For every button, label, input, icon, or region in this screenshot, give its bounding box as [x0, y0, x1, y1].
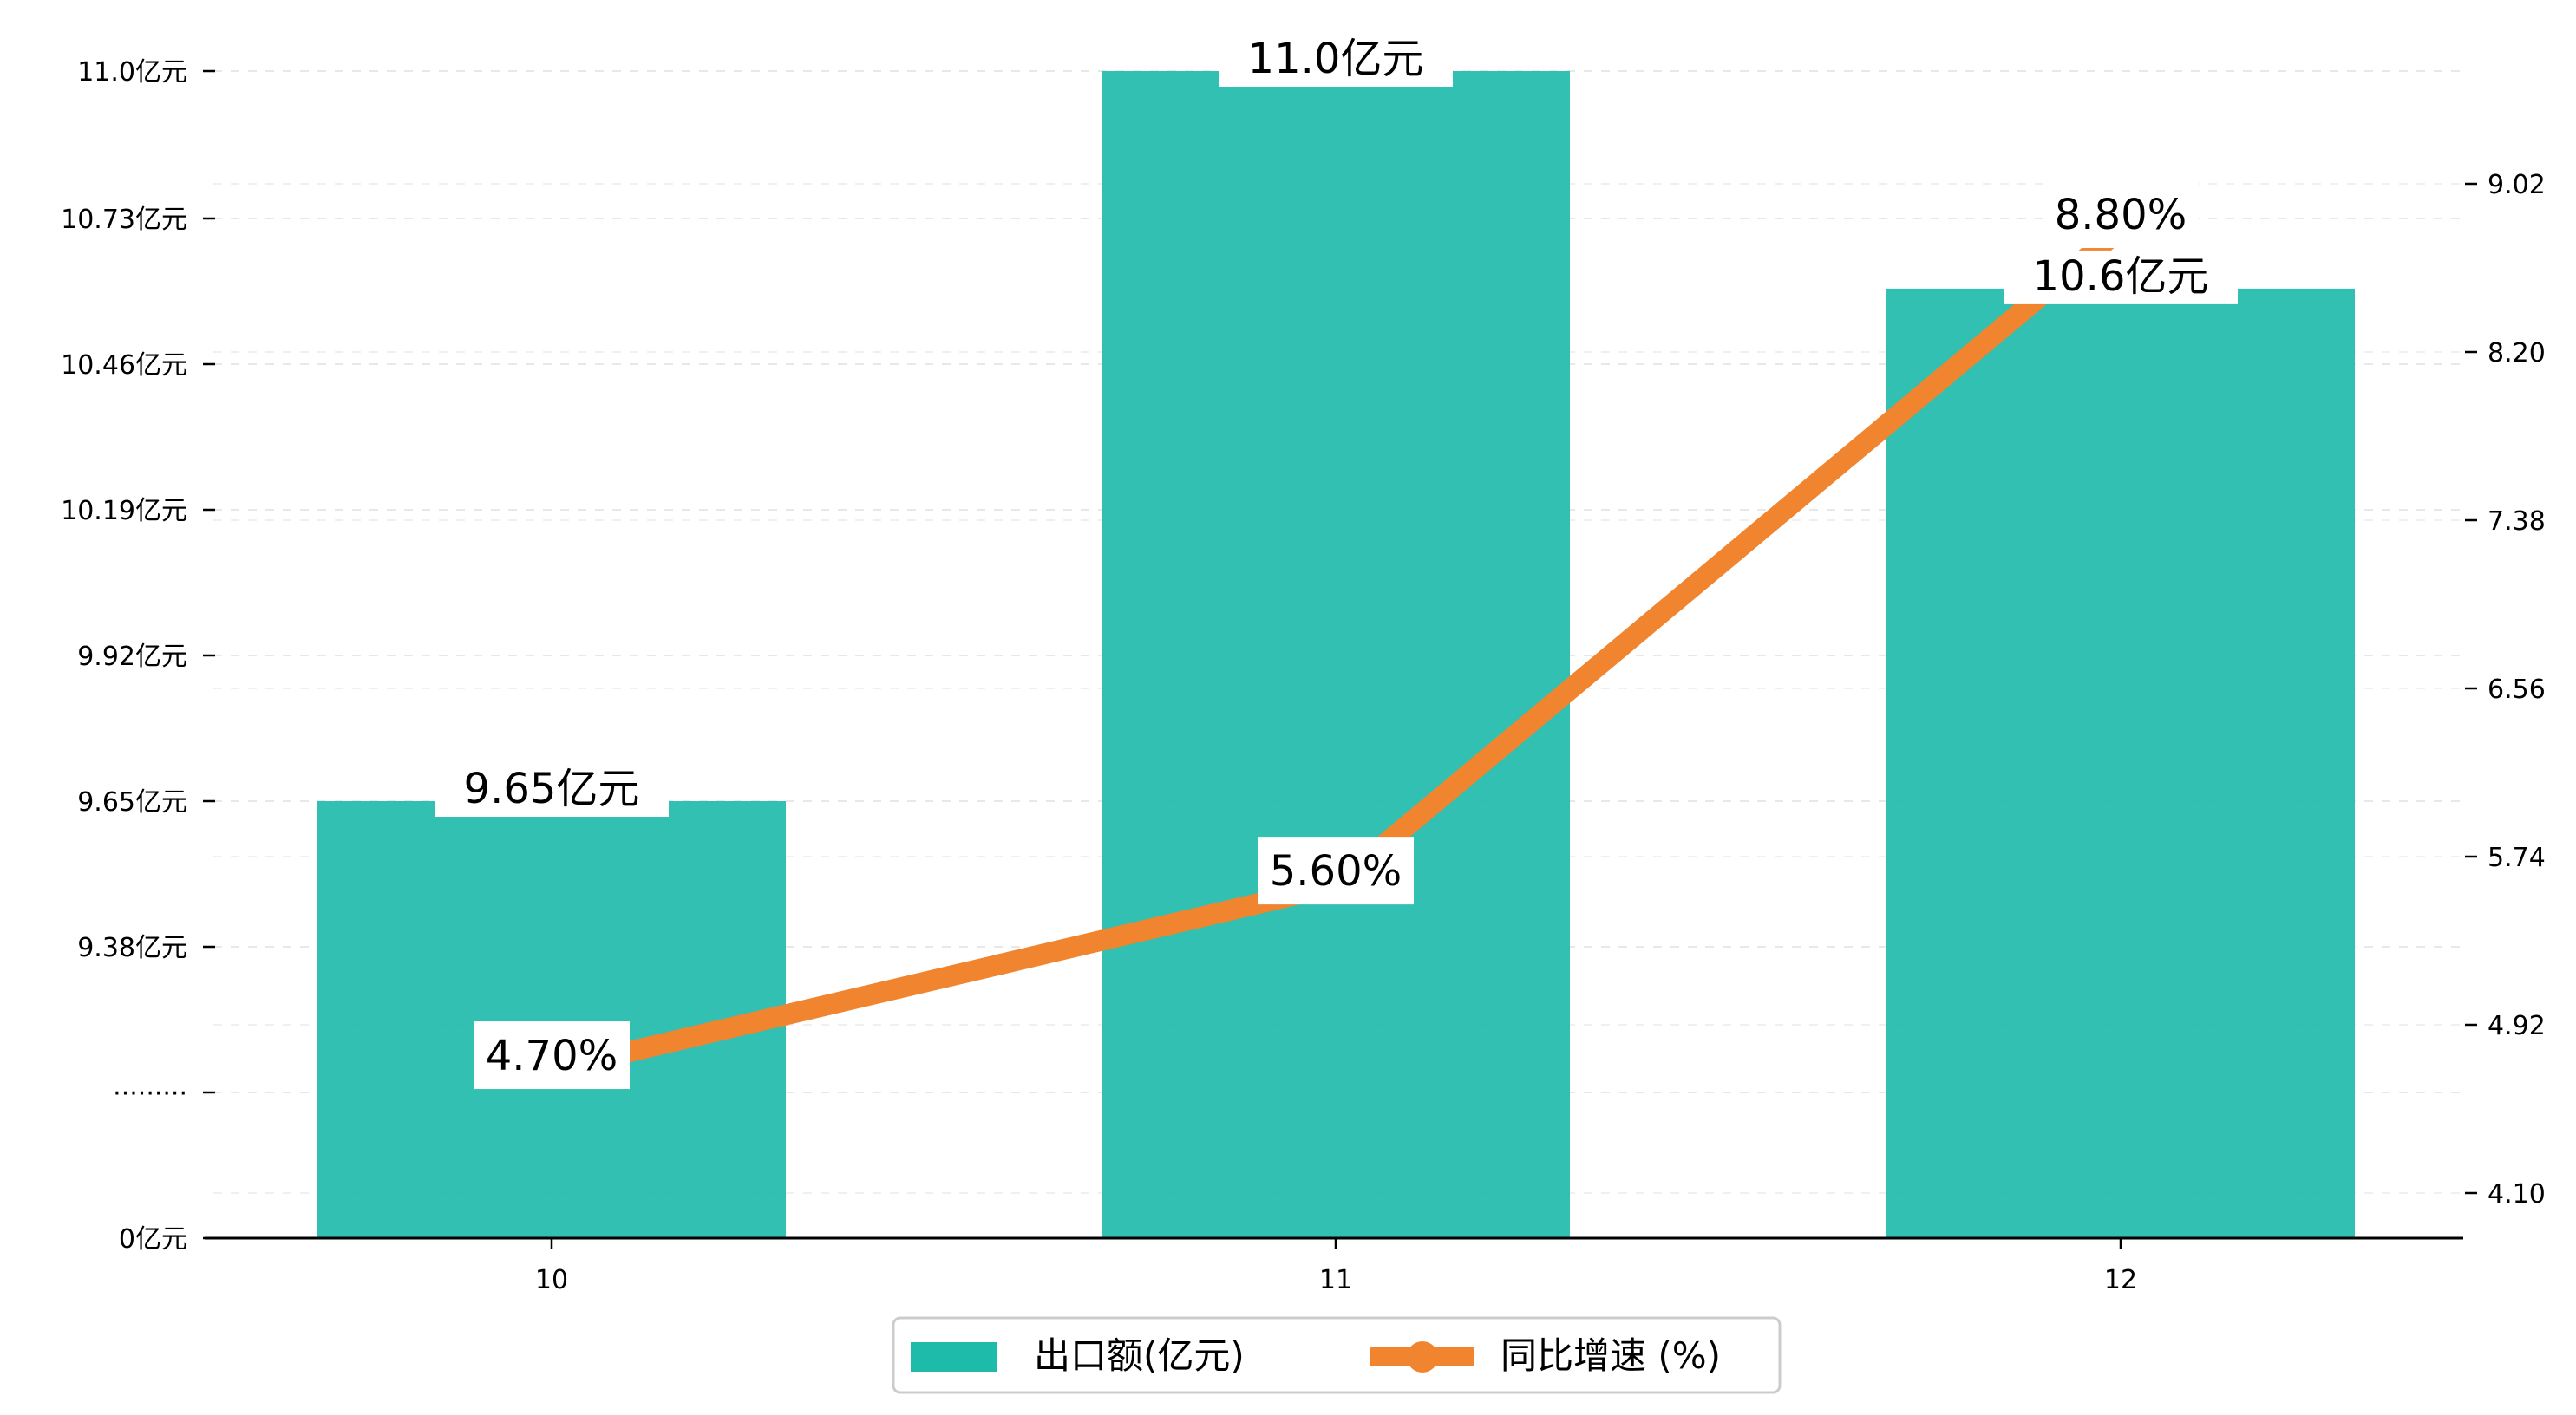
left-tick-label: 0亿元: [119, 1224, 187, 1255]
x-tick-label: 12: [2104, 1265, 2137, 1295]
bar-series: [317, 71, 2355, 1238]
right-tick-label: 4.10: [2488, 1179, 2546, 1210]
bar-value-label: 11.0亿元: [1248, 35, 1424, 83]
left-tick-label: 9.38亿元: [77, 933, 187, 963]
left-tick-label: 10.19亿元: [61, 496, 187, 526]
line-value-label: 4.70%: [486, 1032, 618, 1080]
legend-swatch-bar: [911, 1342, 997, 1372]
left-tick-label: 11.0亿元: [77, 57, 187, 88]
right-tick-label: 8.20: [2488, 338, 2546, 368]
legend-box: [892, 1316, 1782, 1394]
legend-label-bar: 出口额(亿元): [1034, 1334, 1245, 1377]
bar-value-label-bg: [1219, 33, 1453, 87]
legend-swatch-line-marker: [1407, 1341, 1438, 1373]
bar: [317, 801, 786, 1238]
line-value-label: 5.60%: [1270, 847, 1402, 896]
bar-value-label-bg: [2004, 250, 2238, 304]
x-tick-label: 10: [535, 1265, 568, 1295]
bar: [1886, 288, 2355, 1238]
right-tick-label: 9.02: [2488, 170, 2546, 200]
x-tick-label: 11: [1319, 1265, 1352, 1295]
bar-value-label-bg: [435, 763, 669, 817]
right-tick-label: 7.38: [2488, 506, 2546, 537]
line-value-label-bg: [2043, 180, 2199, 249]
data-labels: 9.65亿元 11.0亿元 10.6亿元 4.70% 5.60% 8.80%: [435, 33, 2238, 1090]
left-tick-label: 10.73亿元: [61, 205, 187, 235]
axes: 0亿元 ········· 9.38亿元 9.65亿元 9.92亿元 10.19亿元 10.…: [61, 57, 2546, 1295]
legend: 出口额(亿元) 同比增速 (%): [892, 1316, 1782, 1394]
bar-value-label: 9.65亿元: [464, 765, 640, 813]
bar-value-label: 10.6亿元: [2033, 252, 2209, 301]
line-value-label-bg: [474, 1021, 630, 1090]
legend-label-line: 同比增速 (%): [1500, 1334, 1721, 1377]
right-tick-label: 5.74: [2488, 843, 2546, 873]
line-value-label-bg: [1258, 837, 1414, 905]
left-tick-label: ·········: [113, 1079, 187, 1109]
left-tick-label: 9.92亿元: [77, 642, 187, 672]
right-tick-label: 4.92: [2488, 1011, 2546, 1041]
right-tick-label: 6.56: [2488, 675, 2546, 705]
bar: [1102, 71, 1570, 1238]
left-tick-label: 10.46亿元: [61, 350, 187, 381]
line-value-label: 8.80%: [2055, 191, 2187, 239]
left-tick-label: 9.65亿元: [77, 787, 187, 818]
